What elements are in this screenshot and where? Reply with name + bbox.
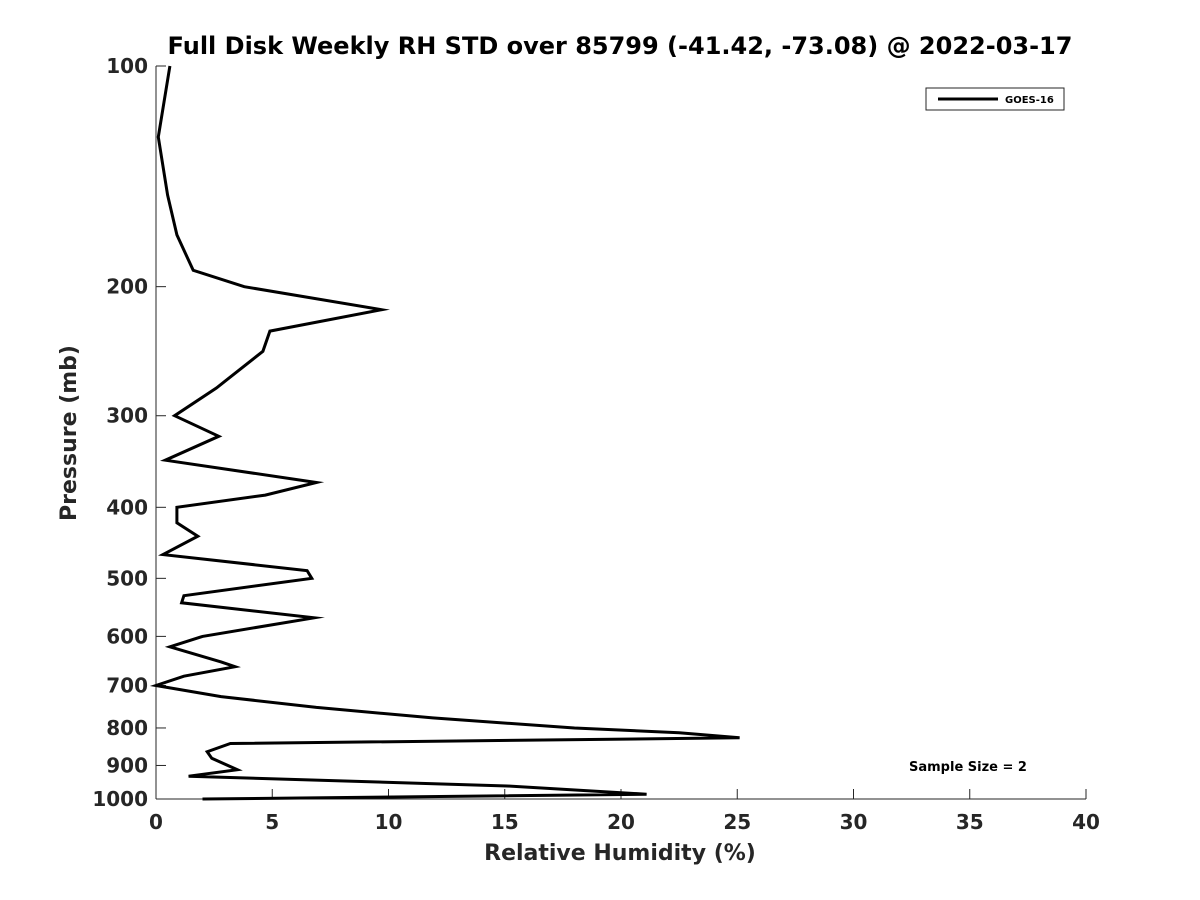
x-tick-label: 5 [265,810,279,834]
y-axis-label: Pressure (mb) [57,345,82,521]
series-line-goes-16 [149,65,740,801]
x-axis-label: Relative Humidity (%) [484,841,756,866]
x-tick-label: 20 [607,810,635,834]
x-axis-ticks: 0 5 10 15 20 25 30 35 40 [149,789,1100,834]
y-axis-ticks: 100 200 300 400 500 600 700 800 900 1000 [92,54,166,811]
axes [155,66,1086,800]
chart-title: Full Disk Weekly RH STD over 85799 (-41.… [168,32,1073,60]
x-tick-label: 15 [491,810,519,834]
x-tick-label: 30 [840,810,868,834]
y-tick-label: 800 [106,716,148,740]
x-tick-label: 0 [149,810,163,834]
legend: GOES-16 [925,87,1065,111]
series-layer [149,65,740,801]
y-tick-label: 300 [106,404,148,428]
x-tick-label: 35 [956,810,984,834]
x-tick-label: 40 [1072,810,1100,834]
x-tick-label: 25 [723,810,751,834]
y-tick-label: 500 [106,566,148,590]
y-tick-label: 400 [106,495,148,519]
y-tick-label: 1000 [92,787,148,811]
y-tick-label: 200 [106,275,148,299]
y-tick-label: 900 [106,753,148,777]
y-tick-label: 600 [106,624,148,648]
legend-label-goes-16: GOES-16 [1005,95,1054,106]
y-tick-label: 100 [106,54,148,78]
y-tick-label: 700 [106,673,148,697]
sample-size-annotation: Sample Size = 2 [909,760,1027,775]
x-tick-label: 10 [375,810,403,834]
